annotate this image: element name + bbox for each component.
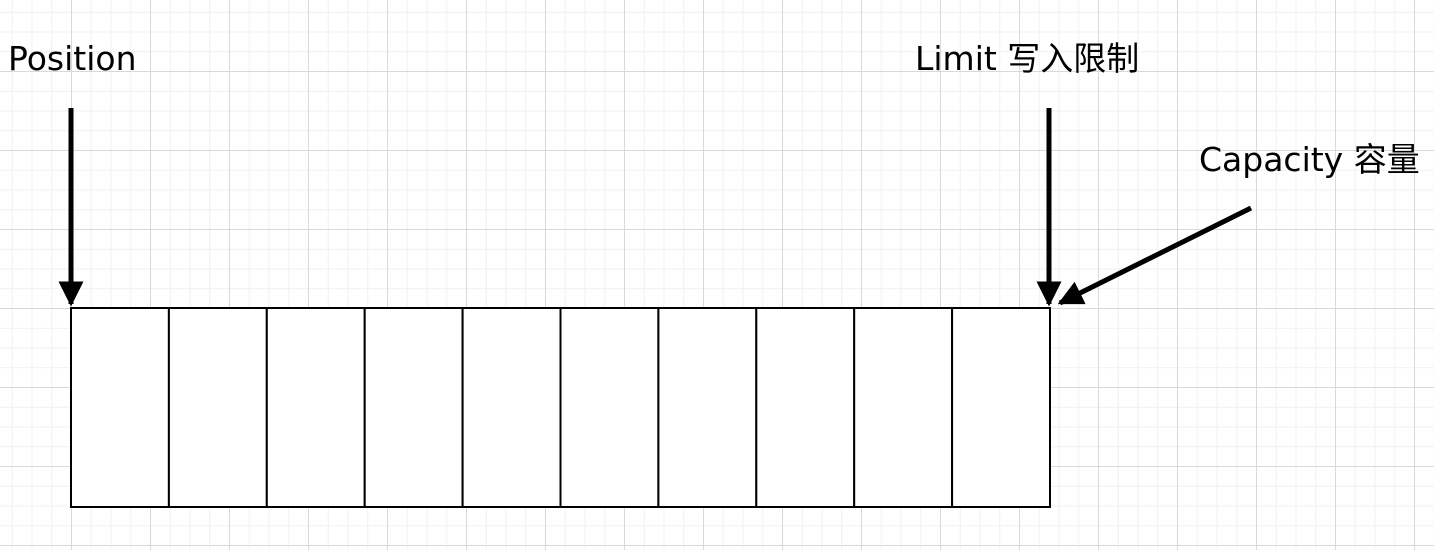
position-label: Position: [8, 39, 137, 78]
buffer-cell: [265, 307, 366, 508]
buffer-cell: [363, 307, 464, 508]
buffer-cell: [657, 307, 758, 508]
buffer-cell: [70, 307, 170, 508]
buffer-cell: [461, 307, 562, 508]
capacity-label: Capacity 容量: [1199, 140, 1420, 179]
buffer-cell: [755, 307, 856, 508]
buffer-cell: [559, 307, 660, 508]
buffer-cell: [167, 307, 268, 508]
limit-label: Limit 写入限制: [915, 39, 1140, 78]
capacity-arrow: [1057, 205, 1253, 306]
buffer-cell: [951, 307, 1051, 508]
buffer-cell: [853, 307, 954, 508]
buffer-cells: [70, 307, 1051, 508]
